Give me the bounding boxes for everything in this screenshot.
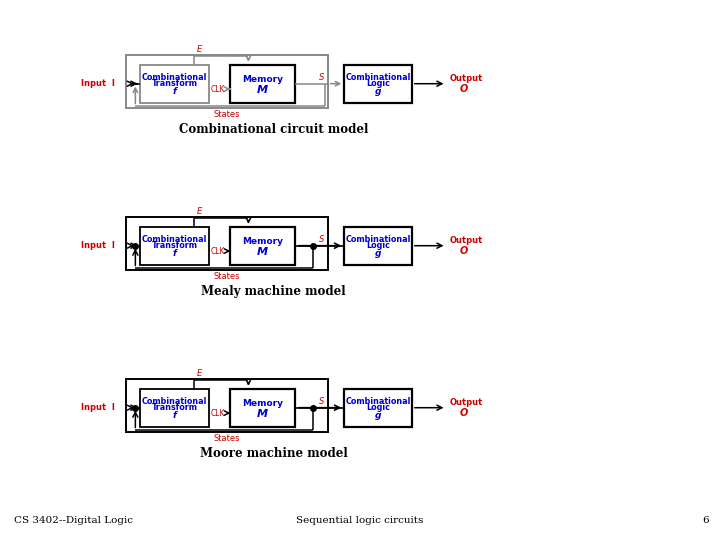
Text: Transform: Transform (152, 79, 197, 88)
Text: g: g (374, 411, 382, 420)
Text: M: M (257, 247, 269, 257)
Text: E: E (197, 369, 202, 378)
Bar (344, 389, 412, 427)
Text: CLK: CLK (210, 409, 225, 417)
Bar (126, 217, 328, 270)
Text: S: S (319, 72, 324, 82)
Text: Memory: Memory (243, 400, 283, 408)
Bar (126, 55, 328, 108)
Text: S: S (319, 234, 324, 244)
Text: States: States (214, 110, 240, 119)
Text: O: O (459, 84, 467, 94)
Bar (344, 227, 412, 265)
Text: Output: Output (450, 236, 483, 245)
Text: Transform: Transform (152, 241, 197, 250)
Text: States: States (214, 434, 240, 443)
Text: Memory: Memory (243, 238, 283, 246)
Text: g: g (374, 87, 382, 96)
Bar (140, 389, 209, 427)
Bar (140, 65, 209, 103)
Text: Moore machine model: Moore machine model (199, 447, 348, 460)
Text: Mealy machine model: Mealy machine model (202, 285, 346, 298)
Text: CS 3402--Digital Logic: CS 3402--Digital Logic (14, 516, 133, 525)
Text: Combinational: Combinational (142, 73, 207, 82)
Bar (230, 389, 295, 427)
Text: Combinational circuit model: Combinational circuit model (179, 123, 369, 136)
Text: Output: Output (450, 74, 483, 83)
Text: Logic: Logic (366, 241, 390, 250)
Text: M: M (257, 85, 269, 95)
Text: Combinational: Combinational (142, 397, 207, 406)
Text: f: f (173, 87, 176, 96)
Text: Sequential logic circuits: Sequential logic circuits (297, 516, 423, 525)
Text: Logic: Logic (366, 79, 390, 88)
Bar (230, 65, 295, 103)
Text: Input  I: Input I (81, 79, 115, 88)
Text: Combinational: Combinational (142, 235, 207, 244)
Text: f: f (173, 411, 176, 420)
Text: Logic: Logic (366, 403, 390, 412)
Text: O: O (459, 408, 467, 418)
Text: E: E (197, 45, 202, 54)
Text: Memory: Memory (243, 76, 283, 84)
Text: O: O (459, 246, 467, 256)
Text: g: g (374, 249, 382, 258)
Text: CLK: CLK (210, 247, 225, 255)
Text: Combinational: Combinational (346, 397, 410, 406)
Bar (230, 227, 295, 265)
Text: Output: Output (450, 398, 483, 407)
Bar (140, 227, 209, 265)
Text: Combinational: Combinational (346, 235, 410, 244)
Text: Input  I: Input I (81, 241, 115, 250)
Text: Combinational: Combinational (346, 73, 410, 82)
Text: Transform: Transform (152, 403, 197, 412)
Text: M: M (257, 409, 269, 419)
Bar (126, 379, 328, 432)
Text: f: f (173, 249, 176, 258)
Text: E: E (197, 207, 202, 216)
Text: S: S (319, 396, 324, 406)
Text: 6: 6 (703, 516, 709, 525)
Text: Input  I: Input I (81, 403, 115, 412)
Text: CLK: CLK (210, 85, 225, 93)
Bar (344, 65, 412, 103)
Text: States: States (214, 272, 240, 281)
